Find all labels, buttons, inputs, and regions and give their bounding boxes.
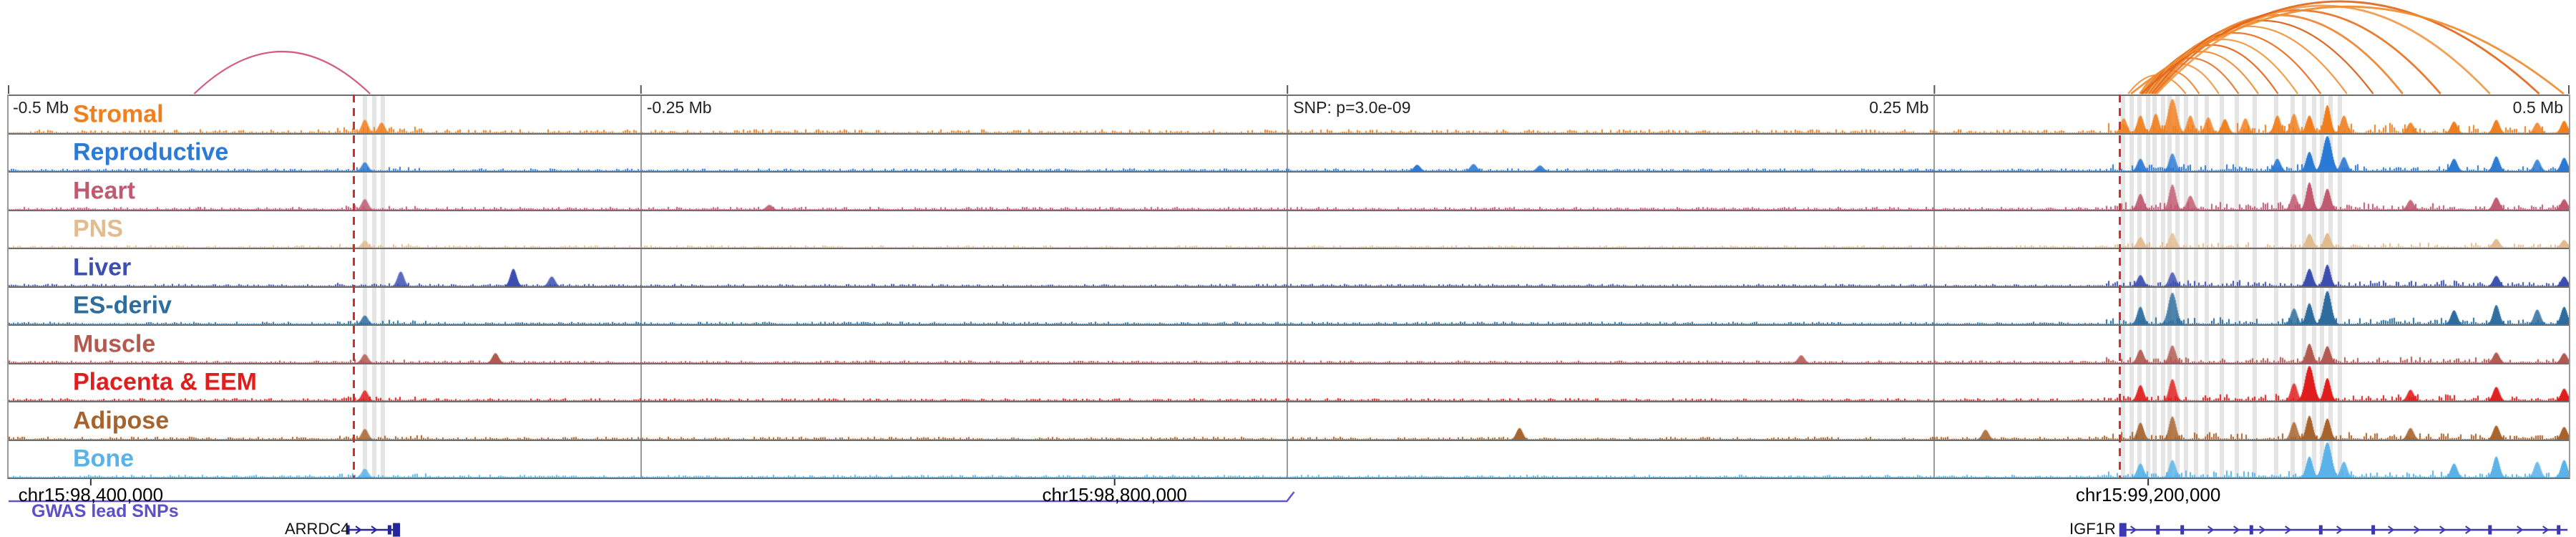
gene-exon [2488, 525, 2492, 535]
track-label: Heart [73, 177, 135, 205]
track-signal-canvas [9, 289, 2569, 324]
track-row-reproductive: Reproductive [9, 132, 2569, 171]
interaction-arc [2148, 32, 2322, 95]
gene-direction-arrow [355, 526, 362, 534]
track-label: Bone [73, 445, 134, 473]
gene-exon [2318, 525, 2323, 535]
track-row-bone: Bone [9, 439, 2569, 478]
interaction-arc [2155, 4, 2491, 95]
gene-exon-large [393, 523, 401, 537]
track-row-stromal: Stromal [9, 95, 2569, 133]
interaction-arc-layer [8, 0, 2570, 95]
track-signal-canvas [9, 365, 2569, 401]
track-signal-canvas [9, 326, 2569, 363]
track-signal-canvas [9, 97, 2569, 133]
track-signal-canvas [9, 212, 2569, 248]
gene-label-arrdc4: ARRDC4 [285, 520, 350, 537]
genome-coordinate-label: chr15:98,400,000 [18, 484, 164, 505]
track-row-heart: Heart [9, 171, 2569, 210]
track-signal-canvas [9, 442, 2569, 478]
track-row-adipose: Adipose [9, 401, 2569, 440]
gene-model-igf1r [2119, 523, 2568, 537]
track-row-es-deriv: ES-deriv [9, 286, 2569, 324]
gene-direction-arrow [2259, 526, 2266, 534]
lead-snp-dashed-line [2119, 95, 2122, 478]
track-signal-canvas [9, 173, 2569, 210]
gene-model-arrdc4 [346, 523, 401, 537]
track-label: Adipose [73, 407, 170, 435]
gene-direction-arrow [2336, 526, 2343, 534]
gwas-lead-snps-label: GWAS lead SNPs [31, 501, 179, 521]
gene-direction-arrow [2207, 526, 2215, 534]
gene-and-axis-layer [9, 479, 2568, 537]
track-row-placenta-eem: Placenta & EEM [9, 362, 2569, 401]
gene-exon [2180, 525, 2185, 535]
interaction-arc [2147, 38, 2299, 95]
genome-coordinate-label: chr15:99,200,000 [2075, 484, 2221, 505]
gene-direction-arrow [2517, 526, 2524, 534]
track-row-muscle: Muscle [9, 324, 2569, 363]
gene-direction-arrow [2542, 526, 2550, 534]
gene-exon [2557, 525, 2561, 535]
gene-exon [2156, 525, 2160, 535]
track-row-liver: Liver [9, 248, 2569, 286]
track-label: Placenta & EEM [73, 368, 257, 396]
gene-direction-arrow [2285, 526, 2292, 534]
track-label: Stromal [73, 100, 164, 128]
interaction-arc [193, 50, 371, 95]
gene-direction-arrow [2233, 526, 2240, 534]
gene-direction-arrow [2439, 526, 2446, 534]
gene-exon [2371, 525, 2376, 535]
gwas-snp-connector-line [9, 491, 1295, 503]
track-rows: Stromal Reproductive Heart PNS Liver ES-deriv… [9, 95, 2569, 478]
gene-direction-arrow [2414, 526, 2421, 534]
track-label: Reproductive [73, 138, 229, 166]
gene-direction-arrow [371, 526, 378, 534]
gene-exon [2249, 525, 2253, 535]
track-signal-canvas [9, 135, 2569, 171]
track-signal-canvas [9, 403, 2569, 440]
track-label: PNS [73, 215, 123, 243]
gene-label-igf1r: IGF1R [2069, 520, 2116, 537]
track-signal-canvas [9, 250, 2569, 286]
gene-direction-arrow [2465, 526, 2472, 534]
gene-direction-arrow [2130, 526, 2137, 534]
lead-snp-dashed-line [352, 95, 355, 478]
gene-exon [387, 525, 391, 535]
gene-direction-arrow [2388, 526, 2395, 534]
gene-exon-large [2119, 523, 2127, 537]
track-label: ES-deriv [73, 291, 172, 319]
interaction-arc [2130, 5, 2565, 95]
genome-coordinate-label: chr15:98,800,000 [1042, 484, 1187, 505]
track-label: Liver [73, 253, 132, 281]
track-row-pns: PNS [9, 209, 2569, 248]
track-plot-area[interactable]: Stromal Reproductive Heart PNS Liver ES-deriv… [7, 95, 2570, 479]
gene-exon [346, 525, 350, 535]
track-label: Muscle [73, 330, 156, 358]
